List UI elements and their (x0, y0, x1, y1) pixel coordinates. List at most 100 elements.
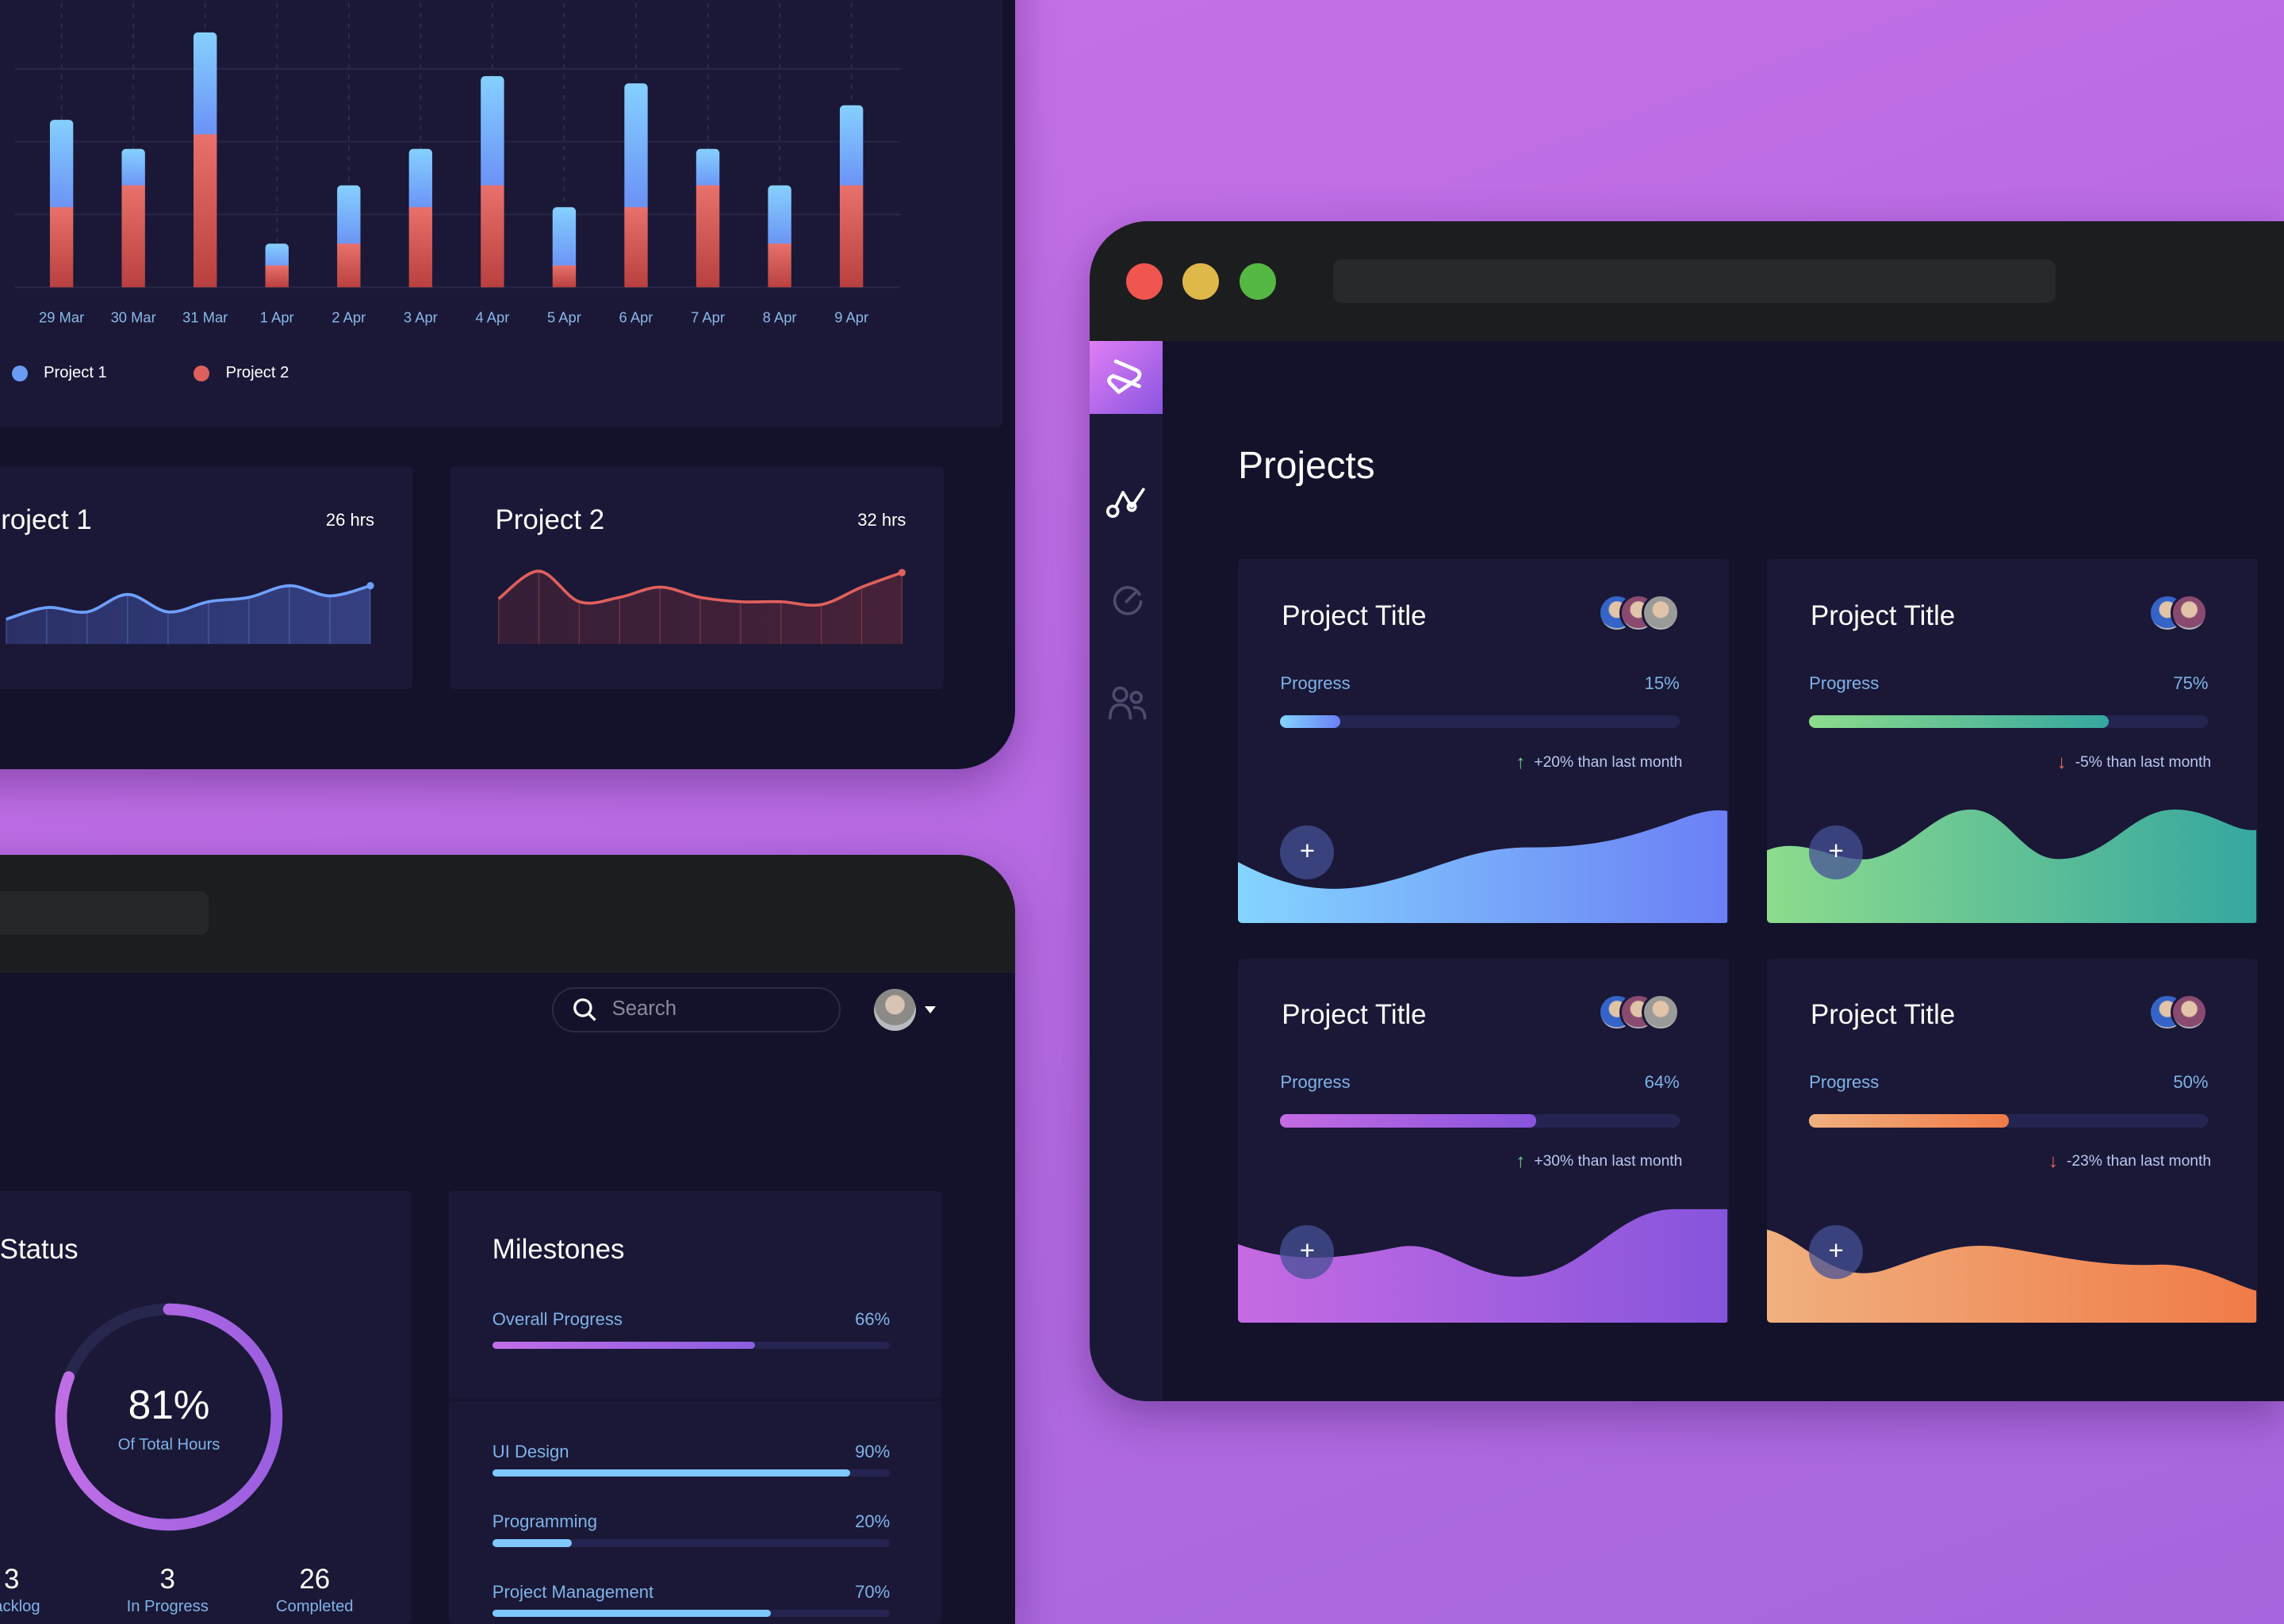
caret-down-icon[interactable] (925, 1006, 937, 1014)
minimize-button[interactable] (1182, 263, 1220, 301)
bar-project-2[interactable] (336, 243, 361, 287)
bar-chart-card: 29 Mar 30 Mar 31 Mar 1 Apr 2 Apr 3 Apr 4 Apr 5 … (0, 0, 1002, 427)
close-button[interactable] (1125, 263, 1163, 301)
progress-fill (1809, 1114, 2009, 1128)
tasks-status-card: Tasks Status 81% Of Total Hours 3 Backlo… (0, 1191, 411, 1624)
milestone-item: UI Design 90% (492, 1442, 891, 1477)
bar-project-1[interactable] (408, 148, 432, 213)
bar-project-2[interactable] (696, 185, 719, 287)
sparkline-area (498, 570, 902, 644)
bar-project-2[interactable] (265, 265, 289, 287)
bar-project-1[interactable] (265, 243, 289, 271)
sidebar (1089, 340, 1163, 1401)
project-card[interactable]: Project Title Progress 75% ↓ -5% than la… (1766, 559, 2258, 924)
user-avatar[interactable] (874, 989, 917, 1032)
stat-label: In Progress (126, 1597, 209, 1615)
hours-donut-chart (55, 1303, 283, 1531)
milestone-item: Project Management 70% (492, 1582, 891, 1617)
bar-project-2[interactable] (193, 133, 217, 287)
x-tick-label: 1 Apr (259, 308, 293, 325)
add-button[interactable]: + (1809, 1224, 1864, 1279)
divider (448, 1398, 941, 1401)
add-button[interactable]: + (1809, 825, 1864, 880)
address-bar[interactable] (1332, 259, 2056, 304)
add-button[interactable]: + (1280, 1224, 1335, 1279)
analytics-icon[interactable] (1106, 482, 1149, 520)
member-avatar[interactable] (2170, 993, 2209, 1032)
stat-value: 26 (299, 1563, 331, 1595)
stat-label: Completed (275, 1597, 354, 1615)
team-icon[interactable] (1107, 684, 1148, 722)
progress-fill (1280, 714, 1340, 729)
bar-project-2[interactable] (839, 185, 863, 287)
bar-project-1[interactable] (480, 75, 504, 191)
bar-project-1[interactable] (121, 148, 145, 191)
bar-project-2[interactable] (408, 206, 432, 287)
card-title: Project Title (1282, 998, 1427, 1030)
bar-project-2[interactable] (121, 185, 145, 287)
progress-track (1809, 1114, 2209, 1128)
trend-text: ↑ +30% than last month (1516, 1151, 1682, 1173)
donut-subtitle: Of Total Hours (117, 1435, 220, 1454)
address-bar[interactable] (0, 891, 209, 936)
legend-dot-icon (11, 365, 28, 381)
stat-completed: 26 Completed (256, 1563, 373, 1615)
legend-item-project-1[interactable]: Project 1 (11, 364, 107, 382)
x-tick-label: 5 Apr (547, 308, 581, 325)
bar-project-2[interactable] (49, 206, 73, 287)
app-logo[interactable] (1089, 340, 1163, 414)
bar-project-2[interactable] (480, 185, 504, 287)
milestone-label: Overall Progress (492, 1309, 623, 1330)
maximize-button[interactable] (1240, 263, 1276, 301)
x-tick-label: 8 Apr (762, 308, 796, 325)
bar-project-1[interactable] (193, 32, 217, 140)
member-avatar[interactable] (1641, 993, 1680, 1032)
page-title: Projects (1238, 445, 1375, 488)
add-button[interactable]: + (1280, 825, 1335, 880)
bar-project-1[interactable] (767, 185, 791, 250)
wave-area (1766, 810, 2257, 924)
bar-project-1[interactable] (336, 185, 361, 250)
dashboard-gauge-icon[interactable] (1110, 583, 1145, 618)
project-card[interactable]: Project Title Progress 50% ↓ -23% than l… (1766, 958, 2258, 1323)
stat-in-progress: 3 In Progress (109, 1564, 226, 1615)
bar-project-2[interactable] (552, 265, 576, 287)
bar-project-1[interactable] (839, 105, 863, 191)
bar-project-1[interactable] (49, 119, 73, 213)
card-title: Project Title (1811, 998, 1956, 1030)
progress-fill (492, 1469, 851, 1477)
trend-label: +20% than last month (1534, 753, 1683, 771)
progress-track (492, 1539, 891, 1547)
legend-item-project-2[interactable]: Project 2 (194, 364, 289, 382)
x-tick-label: 29 Mar (39, 308, 84, 325)
search-input[interactable]: Search (611, 998, 677, 1021)
project-card[interactable]: Project Title Progress 15% ↑ +20% than l… (1238, 559, 1730, 924)
bar-project-2[interactable] (623, 206, 648, 287)
bar-project-1[interactable] (552, 206, 576, 271)
progress-value: 50% (2173, 1071, 2209, 1092)
trend-label: -23% than last month (2066, 1152, 2212, 1170)
arrow-up-icon: ↑ (1516, 1150, 1526, 1172)
progress-track (492, 1341, 891, 1349)
hours-value: 32 hrs (857, 509, 906, 530)
trend-text: ↑ +20% than last month (1516, 752, 1682, 774)
project-card[interactable]: Project Title Progress 64% ↑ +30% than l… (1238, 958, 1730, 1323)
search-box[interactable]: Search (552, 987, 841, 1033)
milestone-value: 90% (855, 1442, 891, 1462)
progress-track (1280, 1114, 1680, 1128)
milestone-value: 66% (855, 1309, 891, 1330)
arrow-down-icon: ↓ (2056, 751, 2067, 773)
bar-project-1[interactable] (623, 82, 648, 213)
donut-progress-arc (55, 1303, 283, 1531)
progress-label: Progress (1809, 672, 1880, 693)
bar-project-2[interactable] (767, 243, 791, 287)
donut-percent: 81% (128, 1381, 210, 1428)
progress-value: 75% (2173, 672, 2209, 693)
bar-project-1[interactable] (696, 148, 719, 191)
member-avatar[interactable] (1641, 594, 1680, 633)
member-avatar[interactable] (2170, 594, 2209, 633)
milestone-label: UI Design (492, 1442, 569, 1462)
sparkline-end-point (366, 581, 374, 589)
sparkline-line (497, 569, 902, 607)
